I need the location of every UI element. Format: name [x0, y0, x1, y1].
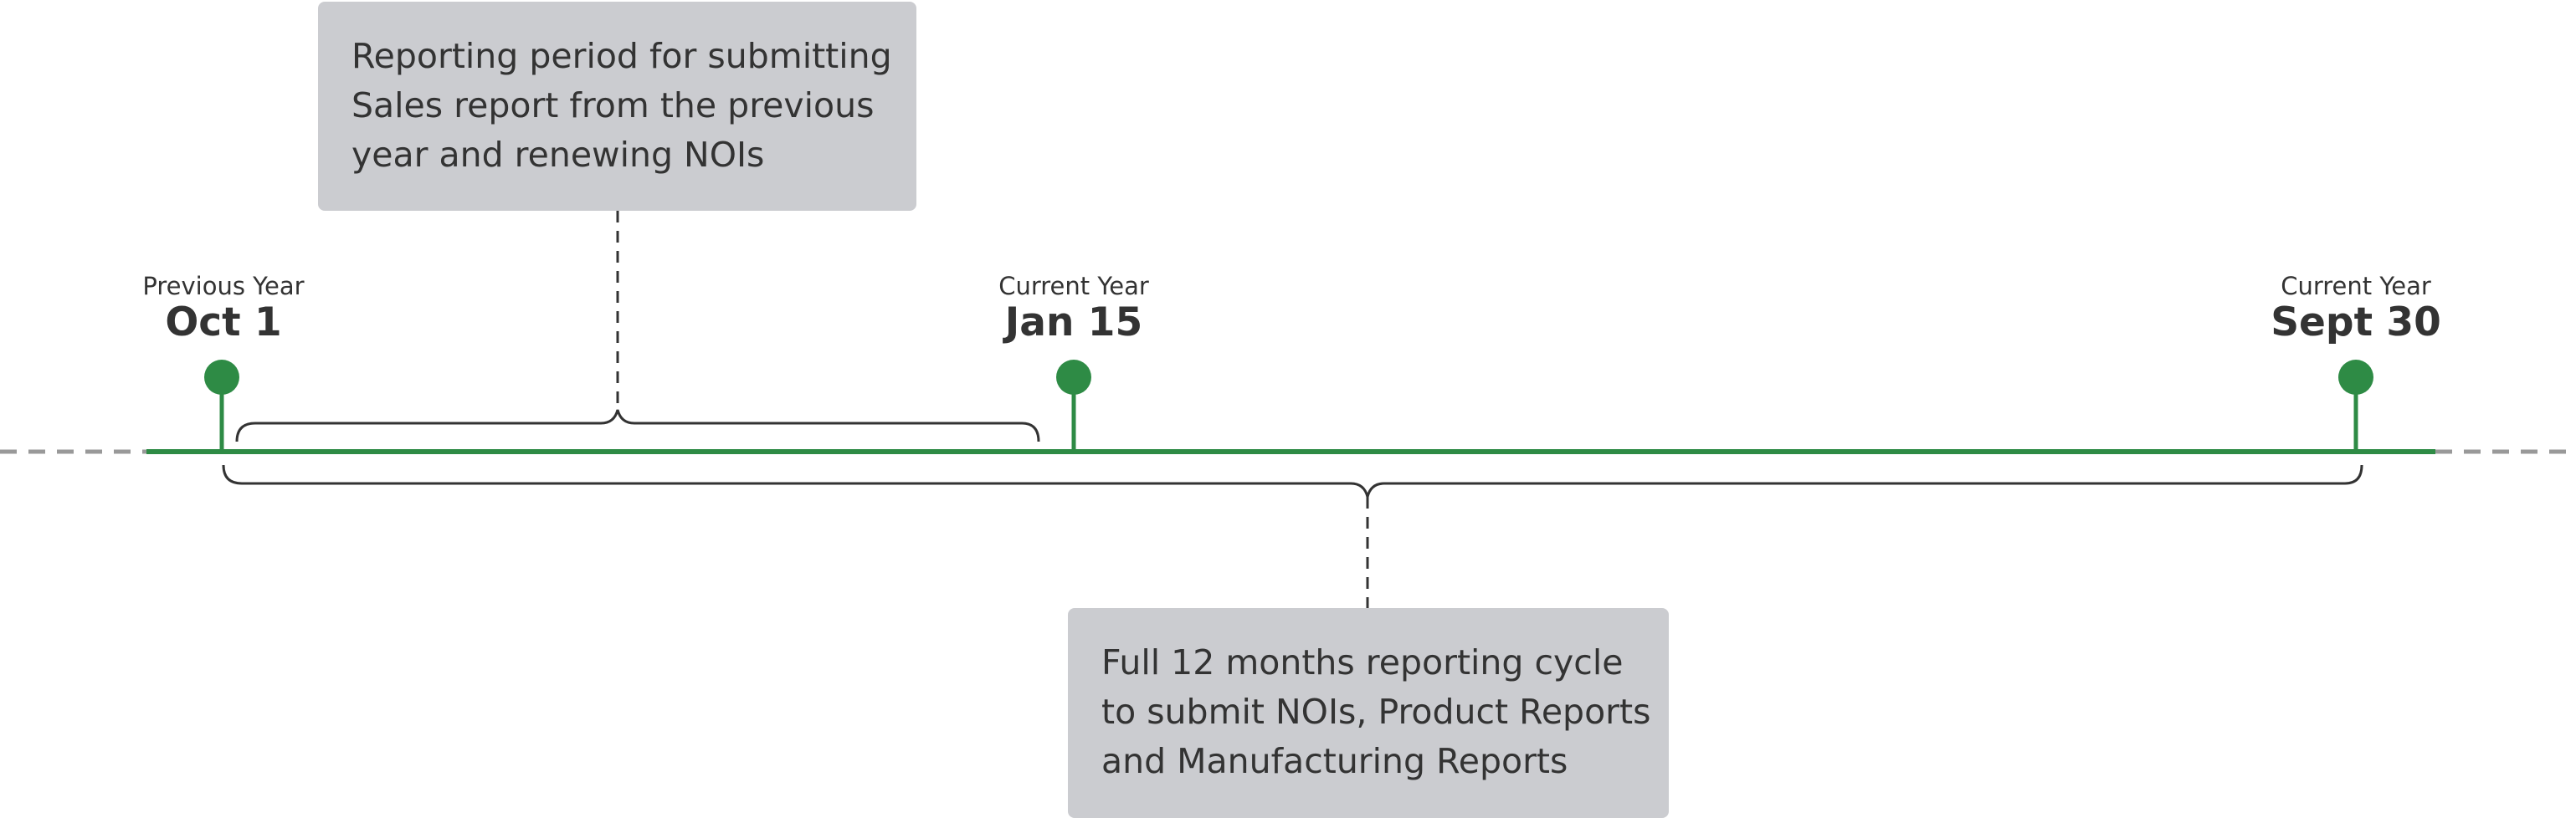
milestone-caption: Current Year	[998, 272, 1149, 300]
milestone-pin-sept-30	[2338, 360, 2373, 395]
milestone-date: Sept 30	[2271, 299, 2441, 345]
milestone-caption: Current Year	[2281, 272, 2431, 300]
brace-full-cycle	[222, 464, 2363, 498]
callout-full-cycle: Full 12 months reporting cycle to submit…	[1068, 608, 1669, 818]
milestone-label-jan-15: Current Year Jan 15	[998, 272, 1149, 345]
brace-reporting-period	[235, 409, 1040, 442]
callout-text-line: Reporting period for submitting	[352, 36, 892, 76]
milestone-caption: Previous Year	[142, 272, 305, 300]
milestone-label-sept-30: Current Year Sept 30	[2271, 272, 2441, 345]
callout-text-line: Sales report from the previous	[352, 85, 875, 125]
callout-text-line: to submit NOIs, Product Reports	[1101, 692, 1651, 732]
callout-reporting-period: Reporting period for submitting Sales re…	[318, 2, 916, 211]
milestone-date: Oct 1	[165, 299, 282, 345]
milestone-pin-jan-15	[1056, 360, 1091, 395]
milestone-date: Jan 15	[1004, 299, 1143, 345]
milestone-label-oct-1: Previous Year Oct 1	[142, 272, 304, 345]
milestone-pin-oct-1	[204, 360, 239, 395]
callout-text-line: year and renewing NOIs	[352, 135, 765, 175]
callout-text-line: and Manufacturing Reports	[1101, 741, 1568, 781]
callout-text-line: Full 12 months reporting cycle	[1101, 642, 1624, 683]
